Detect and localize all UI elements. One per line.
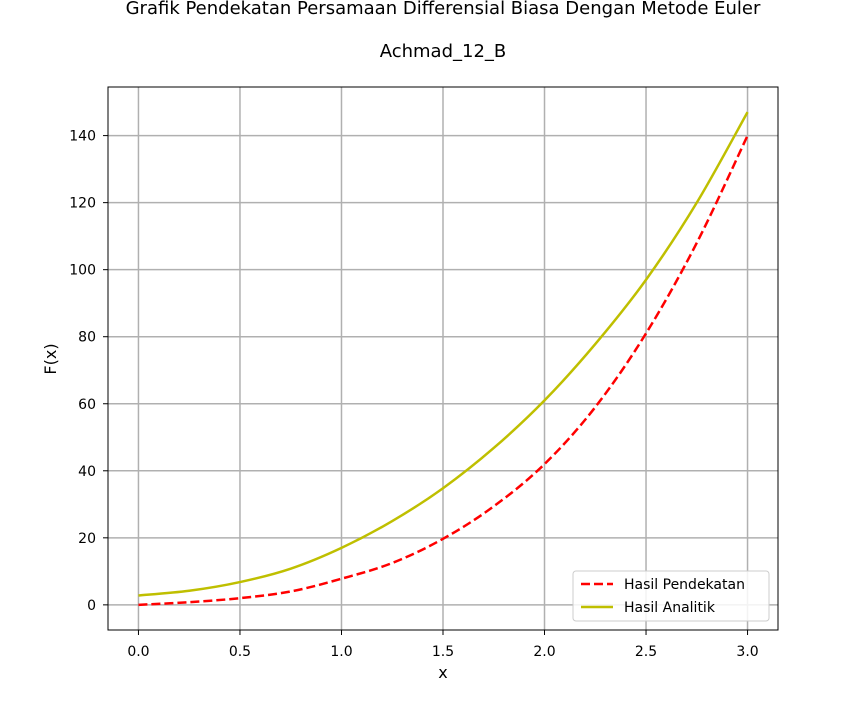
- ticks: 0.0 0.5 1.0 1.5 2.0 2.5 3.0 0 20 40 60 80 100 120 140: [69, 129, 758, 660]
- x-tick-label: 2.0: [533, 644, 555, 660]
- x-tick-label: 1.5: [432, 644, 454, 660]
- legend-label-hasil-analitik: Hasil Analitik: [624, 600, 716, 616]
- y-tick-label: 0: [87, 598, 96, 614]
- series-line-0: [138, 135, 749, 607]
- series-line-1: [138, 111, 749, 597]
- y-tick-label: 20: [78, 531, 96, 547]
- legend-label-hasil-pendekatan: Hasil Pendekatan: [624, 577, 745, 593]
- y-tick-label: 100: [69, 263, 96, 279]
- x-tick-label: 0.0: [127, 644, 149, 660]
- y-tick-label: 120: [69, 196, 96, 212]
- chart-title: Grafik Pendekatan Persamaan Differensial…: [126, 0, 761, 19]
- y-tick-label: 40: [78, 464, 96, 480]
- x-tick-label: 2.5: [635, 644, 657, 660]
- y-tick-label: 80: [78, 330, 96, 346]
- legend-box: [572, 570, 770, 622]
- y-tick-label: 140: [69, 129, 96, 145]
- x-axis-label: x: [438, 663, 447, 682]
- legend: Hasil Pendekatan Hasil Analitik: [572, 570, 770, 622]
- y-tick-label: 60: [78, 397, 96, 413]
- x-tick-label: 3.0: [736, 644, 758, 660]
- chart-subtitle: Achmad_12_B: [380, 41, 507, 62]
- y-axis-label: F(x): [41, 343, 60, 374]
- grid: [108, 87, 778, 630]
- x-tick-label: 0.5: [229, 644, 251, 660]
- x-tick-label: 1.0: [330, 644, 352, 660]
- series-group: [138, 111, 749, 607]
